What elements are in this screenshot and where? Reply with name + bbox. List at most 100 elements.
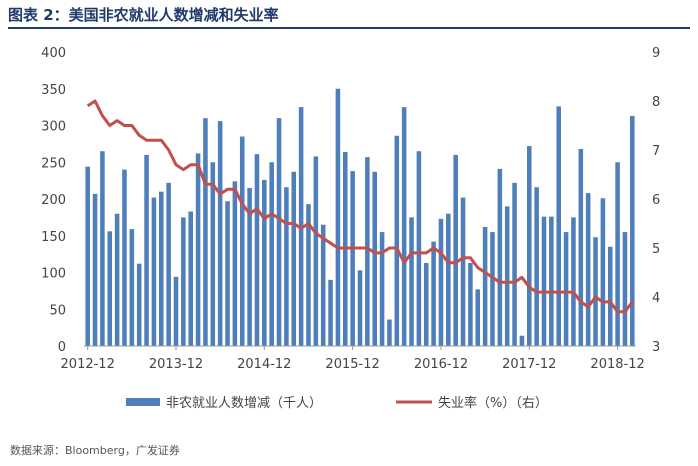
bar — [475, 289, 481, 346]
legend-line-label: 失业率（%）（右） — [438, 395, 548, 411]
y-left-tick-label: 200 — [41, 193, 66, 208]
bar — [320, 224, 326, 346]
bar — [416, 151, 422, 346]
bar — [453, 154, 458, 346]
bar — [401, 107, 407, 347]
bar — [217, 121, 223, 346]
bar — [571, 217, 576, 347]
bar — [490, 232, 495, 346]
y-right-tick-label: 5 — [652, 242, 660, 257]
bar — [534, 187, 539, 346]
legend-bar-label: 非农就业人数增减（千人） — [166, 396, 322, 411]
bar — [328, 279, 333, 346]
bar — [379, 232, 385, 346]
x-tick-label: 2014-12 — [237, 357, 291, 372]
bar — [129, 229, 135, 346]
bar — [107, 231, 113, 346]
bar — [549, 216, 554, 346]
chart-title: 图表 2：美国非农就业人数增减和失业率 — [8, 6, 279, 24]
y-left-tick-label: 300 — [41, 120, 66, 135]
bar — [239, 136, 245, 346]
line-series — [86, 99, 634, 314]
y-right-tick-label: 3 — [652, 340, 660, 355]
x-tick-label: 2018-12 — [590, 357, 644, 372]
bar — [446, 213, 451, 346]
bar — [527, 146, 532, 346]
bar — [387, 319, 392, 346]
bar — [188, 211, 193, 346]
bar — [92, 193, 98, 346]
bar — [394, 135, 400, 346]
x-tick-label: 2013-12 — [149, 357, 203, 372]
bar — [291, 171, 297, 346]
legend: 非农就业人数增减（千人） 失业率（%）（右） — [126, 395, 548, 411]
bar — [144, 154, 149, 346]
bar — [210, 162, 216, 346]
bar — [423, 262, 429, 346]
bar — [541, 216, 547, 346]
y-left-tick-label: 150 — [41, 230, 66, 245]
y-left-tick-label: 400 — [41, 46, 66, 61]
bar — [85, 166, 90, 346]
bar — [276, 118, 282, 347]
legend-bar-swatch — [126, 398, 160, 406]
bar — [195, 153, 201, 346]
bar — [504, 206, 510, 346]
bar — [556, 106, 561, 346]
bar — [181, 217, 186, 347]
bar — [151, 197, 157, 346]
unemployment-rate-line — [86, 99, 634, 314]
bar — [173, 276, 179, 346]
bar — [203, 118, 208, 347]
bar — [365, 157, 370, 346]
bar — [232, 181, 238, 346]
y-left-tick-label: 100 — [41, 267, 66, 282]
y-right-tick-label: 6 — [652, 193, 660, 208]
bar — [519, 335, 525, 346]
bar — [563, 232, 569, 346]
y-left-tick-label: 250 — [41, 156, 66, 171]
bar — [166, 182, 171, 346]
bar — [335, 88, 341, 346]
y-left-tick-label: 0 — [58, 340, 66, 355]
y-right-tick-label: 7 — [652, 144, 660, 159]
bar — [438, 218, 444, 346]
bar — [497, 168, 503, 346]
x-tick-label: 2016-12 — [414, 357, 468, 372]
bar — [247, 187, 252, 346]
x-tick-label: 2017-12 — [502, 357, 556, 372]
bar — [468, 262, 473, 346]
bar — [136, 263, 142, 346]
y-right-tick-label: 4 — [652, 291, 660, 306]
x-tick-label: 2012-12 — [61, 357, 115, 372]
bar — [262, 179, 267, 346]
bar — [622, 232, 628, 346]
bar — [284, 187, 289, 346]
y-left-tick-label: 50 — [49, 303, 66, 318]
bar — [512, 182, 517, 346]
bar — [313, 156, 319, 346]
bar — [482, 226, 488, 346]
bar — [254, 154, 260, 346]
bar — [615, 162, 620, 346]
source-note: 数据来源：Bloomberg，广发证券 — [10, 444, 180, 457]
bar — [225, 201, 230, 346]
x-tick-label: 2015-12 — [325, 357, 379, 372]
bar — [372, 171, 377, 346]
bar — [269, 162, 274, 346]
chart-svg: 0 50 100 150 200 250 300 350 400 3 4 5 6 7 8 9 2012-12 20… — [41, 46, 660, 411]
bar — [578, 149, 584, 346]
bar-series — [85, 88, 635, 347]
bar — [600, 198, 606, 346]
bar — [114, 213, 120, 346]
bar — [350, 171, 355, 346]
bar — [431, 241, 436, 346]
bar — [460, 197, 466, 346]
y-right-tick-label: 9 — [652, 46, 660, 61]
y-left-tick-label: 350 — [41, 83, 66, 98]
bar — [159, 191, 164, 346]
bar — [585, 193, 591, 346]
bar — [593, 237, 598, 346]
y-right-tick-label: 8 — [652, 95, 660, 110]
bar — [100, 151, 105, 346]
